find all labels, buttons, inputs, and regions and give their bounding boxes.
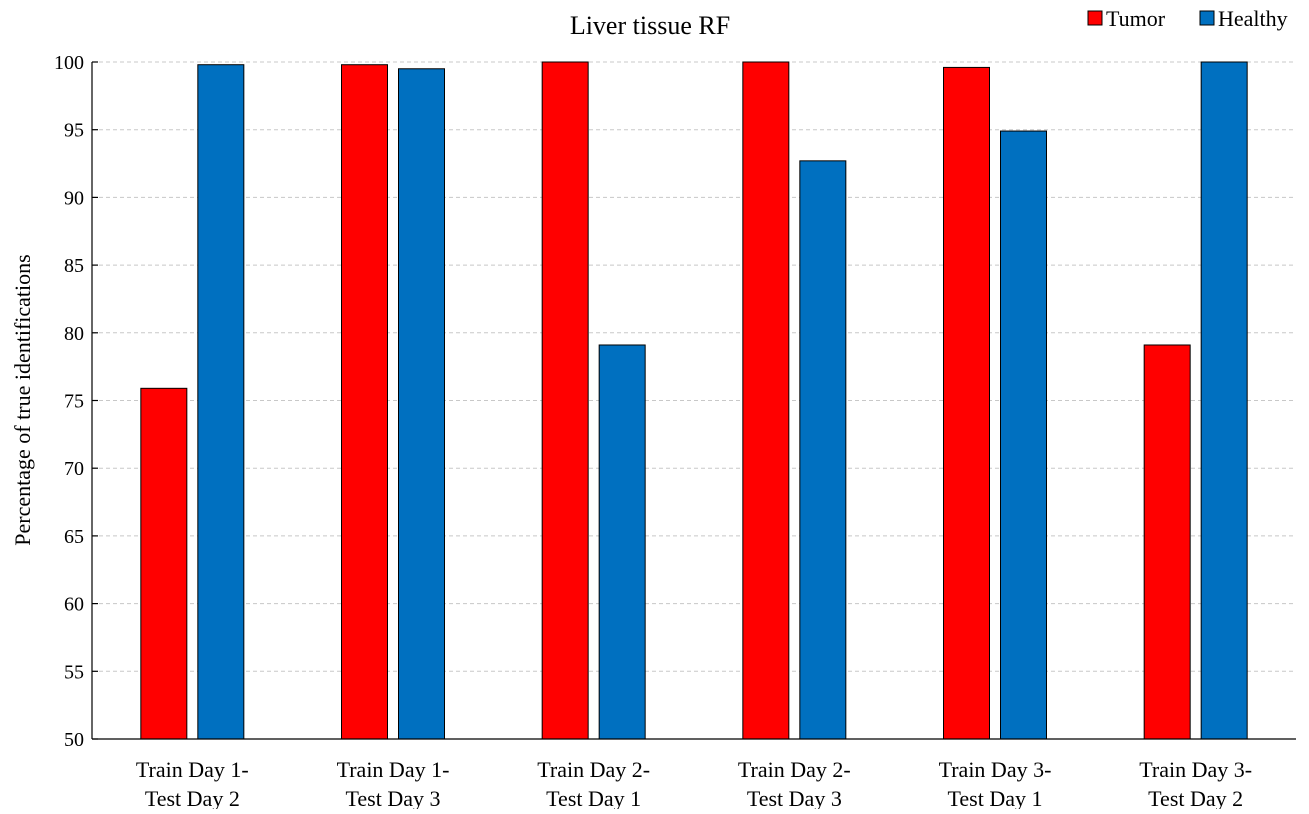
- bar-healthy: [197, 64, 245, 740]
- bar-healthy: [598, 344, 646, 740]
- y-tick-label: 85: [64, 255, 84, 277]
- x-category-label: Test Day 1: [948, 786, 1043, 809]
- y-tick-label: 65: [64, 526, 84, 548]
- bar-tumor: [943, 66, 990, 740]
- legend: Tumor Healthy: [1087, 6, 1288, 31]
- y-tick-label: 70: [64, 458, 84, 480]
- x-categories: Train Day 1- Test Day 2 Train Day 1- Test D…: [136, 757, 1252, 811]
- x-category-label: Test Day 2: [145, 786, 240, 809]
- x-category-label: Train Day 1-: [136, 757, 249, 782]
- x-category-label: Train Day 3-: [1139, 757, 1252, 782]
- x-category-label: Train Day 1-: [337, 757, 450, 782]
- y-tick-label: 100: [54, 52, 84, 74]
- legend-swatch-tumor: [1087, 10, 1103, 26]
- legend-label: Tumor: [1106, 6, 1166, 31]
- bar-tumor: [341, 64, 388, 740]
- x-category-label: Test Day 3: [747, 786, 842, 809]
- x-category-label: Train Day 3-: [939, 757, 1052, 782]
- x-category-label: Train Day 2-: [537, 757, 650, 782]
- y-tick-label: 50: [64, 729, 84, 751]
- x-category-label: Test Day 1: [546, 786, 641, 809]
- legend-label: Healthy: [1218, 6, 1288, 31]
- bar-healthy: [799, 160, 847, 740]
- y-tick-label: 75: [64, 391, 84, 413]
- bar-healthy: [1000, 130, 1047, 740]
- y-tick-label: 95: [64, 120, 84, 142]
- y-tick-label: 80: [64, 323, 84, 345]
- x-category-label: Test Day 2: [1148, 786, 1243, 809]
- bar-healthy: [398, 68, 445, 740]
- bar-tumor: [1143, 344, 1191, 740]
- x-category-label: Test Day 3: [346, 786, 441, 809]
- y-tick-label: 60: [64, 594, 84, 616]
- bar-healthy: [1200, 61, 1248, 740]
- x-category-label: Train Day 2-: [738, 757, 851, 782]
- bar-tumor: [541, 61, 589, 740]
- bars: [140, 61, 1248, 740]
- y-ticks: 50 55 60 65 70 75 80 85 90 95 100: [54, 52, 98, 751]
- chart-title: Liver tissue RF: [570, 11, 730, 40]
- legend-swatch-healthy: [1199, 10, 1215, 26]
- y-axis-title: Percentage of true identifications: [10, 254, 35, 545]
- y-tick-label: 55: [64, 661, 84, 683]
- grid: [92, 61, 1296, 672]
- bar-tumor: [140, 387, 188, 740]
- y-tick-label: 90: [64, 187, 84, 209]
- bar-tumor: [742, 61, 790, 740]
